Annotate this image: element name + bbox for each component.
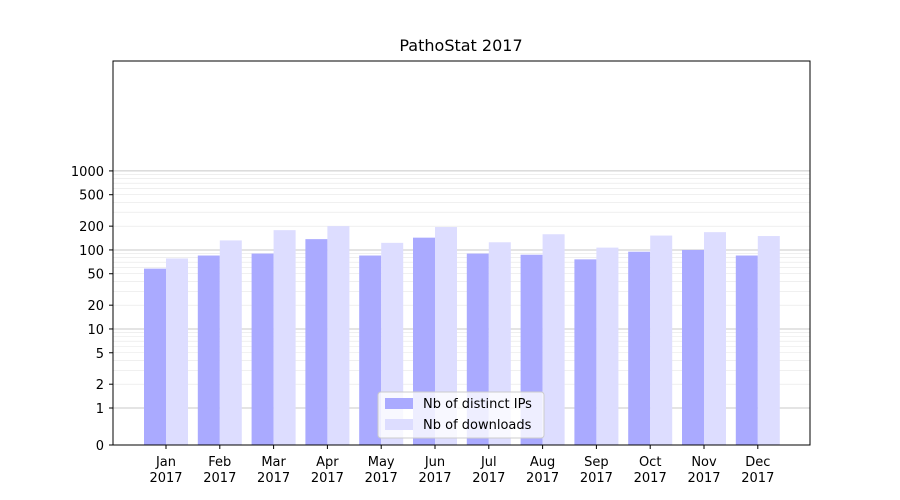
bar-ips — [628, 251, 651, 445]
x-tick-label: Jul 2017 — [472, 455, 505, 486]
legend-swatch-ips — [385, 398, 413, 409]
legend-label-downloads: Nb of downloads — [423, 418, 532, 433]
y-tick-label: 10 — [87, 323, 104, 338]
x-axis: Jan 2017 Feb 2017 Mar 2017 Apr 2017 May 2017 Jun 20… — [149, 445, 774, 486]
x-tick-label: Oct 2017 — [634, 455, 667, 486]
x-tick-label: Apr 2017 — [311, 455, 344, 486]
y-tick-label: 1 — [96, 402, 104, 417]
bar-downloads — [327, 226, 350, 445]
y-tick-label: 200 — [79, 220, 104, 235]
legend: Nb of distinct IPs Nb of downloads — [377, 391, 545, 439]
bar-ips — [682, 249, 704, 445]
bar-ips — [359, 255, 382, 445]
x-tick-label: Mar 2017 — [257, 455, 290, 486]
x-tick-label: Sep 2017 — [580, 455, 613, 486]
bars — [144, 226, 780, 445]
plot-frame — [112, 60, 811, 446]
bar-downloads — [273, 230, 296, 445]
y-axis: 0 1 2 5 10 20 50 100 200 500 1000 — [71, 165, 113, 454]
y-tick-label: 500 — [79, 189, 104, 204]
bar-ips — [735, 255, 758, 445]
bar-downloads — [435, 227, 457, 445]
x-tick-label: Jan 2017 — [149, 455, 182, 486]
y-tick-label: 1000 — [71, 165, 104, 180]
y-tick-label: 100 — [79, 244, 104, 259]
legend-swatch-downloads — [385, 419, 413, 430]
bar-ips — [305, 239, 328, 445]
y-tick-label: 5 — [96, 347, 104, 362]
y-tick-label: 0 — [96, 439, 104, 454]
x-tick-label: Aug 2017 — [526, 455, 559, 486]
bar-ips — [251, 253, 274, 445]
bar-downloads — [166, 258, 188, 445]
x-tick-label: Jun 2017 — [418, 455, 451, 486]
bar-downloads — [219, 240, 242, 445]
x-tick-label: May 2017 — [365, 455, 398, 486]
x-tick-label: Feb 2017 — [203, 455, 236, 486]
bar-ips — [144, 268, 166, 445]
bar-downloads — [704, 232, 726, 445]
y-tick-label: 20 — [87, 299, 104, 314]
x-tick-label: Nov 2017 — [687, 455, 720, 486]
bar-downloads — [650, 235, 673, 445]
chart-title: PathoStat 2017 — [399, 36, 522, 55]
bar-downloads — [542, 234, 565, 445]
y-tick-label: 2 — [96, 378, 104, 393]
bar-ips — [197, 255, 220, 445]
bar-downloads — [596, 247, 619, 445]
x-tick-label: Dec 2017 — [741, 455, 774, 486]
bar-downloads — [757, 236, 780, 445]
y-tick-label: 50 — [87, 268, 104, 283]
legend-label-ips: Nb of distinct IPs — [423, 397, 532, 412]
legend-box — [377, 391, 545, 439]
bar-ips — [574, 259, 597, 445]
